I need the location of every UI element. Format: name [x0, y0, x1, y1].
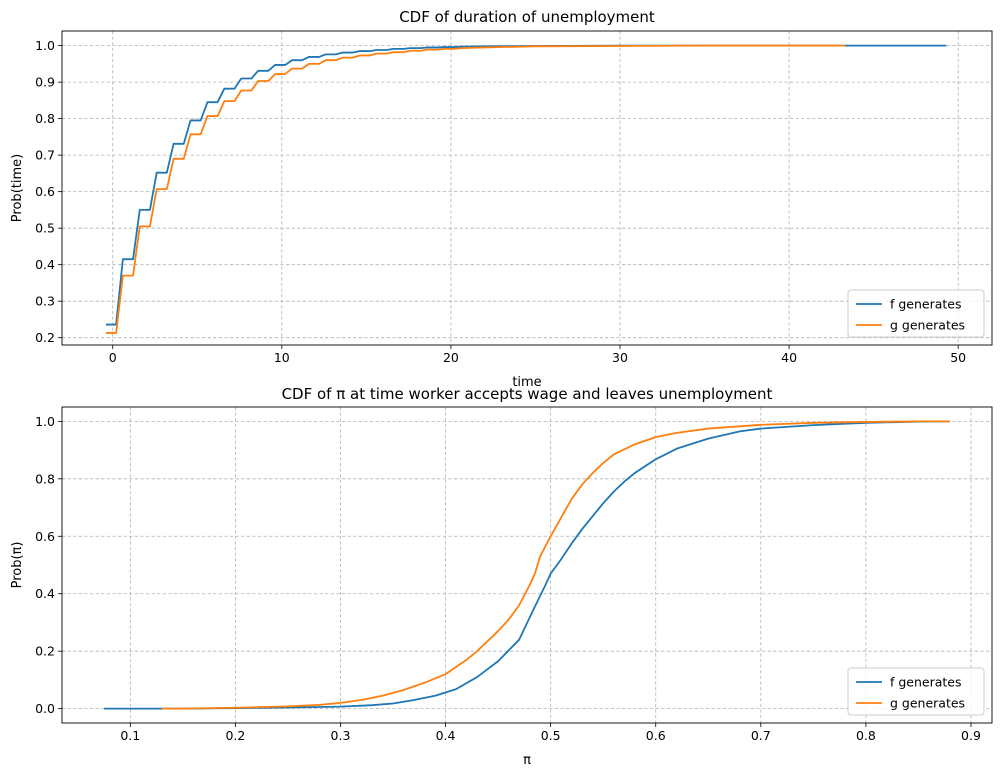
series-line-g — [161, 420, 950, 710]
y-tick-label: 0.3 — [35, 294, 55, 309]
x-tick-label: 0.2 — [225, 728, 245, 743]
x-tick-label: 0.3 — [331, 728, 351, 743]
y-tick-label: 0.4 — [35, 257, 55, 272]
legend-label: f generates — [890, 675, 962, 690]
y-tick-label: 0.9 — [35, 75, 55, 90]
chart-title: CDF of duration of unemployment — [399, 8, 655, 26]
x-tick-label: 0.6 — [646, 728, 666, 743]
x-tick-label: 0.7 — [751, 728, 771, 743]
x-tick-label: 20 — [443, 350, 459, 365]
series-line-g — [105, 44, 845, 334]
x-tick-label: 0.1 — [120, 728, 140, 743]
axes-frame — [61, 406, 993, 724]
y-tick-label: 0.5 — [35, 221, 55, 236]
y-tick-label: 0.4 — [35, 586, 55, 601]
legend: f generates g generates — [847, 667, 985, 716]
y-tick-label: 0.6 — [35, 184, 55, 199]
legend-label: g generates — [890, 696, 965, 711]
series-line-f — [105, 44, 947, 326]
y-tick-label: 0.8 — [35, 471, 55, 486]
chart-duration-cdf: CDF of duration of unemployment time Pro… — [10, 8, 993, 390]
y-tick-label: 1.0 — [35, 414, 55, 429]
x-tick-label: 30 — [612, 350, 628, 365]
x-tick-label: 0.8 — [856, 728, 876, 743]
y-axis-label: Prob(time) — [10, 154, 25, 222]
x-tick-label: 0.4 — [436, 728, 456, 743]
chart-title: CDF of π at time worker accepts wage and… — [282, 385, 773, 403]
y-tick-label: 0.2 — [35, 644, 55, 659]
x-tick-label: 0 — [109, 350, 117, 365]
legend-label: g generates — [890, 318, 965, 333]
y-axis-label: Prob(π) — [10, 542, 25, 589]
x-tick-label: 10 — [274, 350, 290, 365]
x-axis-label: π — [523, 753, 531, 768]
legend: f generates g generates — [847, 289, 985, 338]
y-tick-label: 1.0 — [35, 38, 55, 53]
series-line-f — [104, 420, 950, 710]
x-tick-label: 50 — [950, 350, 966, 365]
axes-frame — [61, 30, 993, 346]
x-tick-label: 40 — [781, 350, 797, 365]
legend-label: f generates — [890, 297, 962, 312]
y-tick-label: 0.6 — [35, 529, 55, 544]
y-tick-label: 0.0 — [35, 701, 55, 716]
y-tick-label: 0.8 — [35, 111, 55, 126]
y-tick-label: 0.7 — [35, 148, 55, 163]
chart-pi-cdf: CDF of π at time worker accepts wage and… — [10, 385, 993, 768]
x-axis-label: time — [512, 375, 541, 390]
y-tick-label: 0.2 — [35, 330, 55, 345]
x-tick-label: 0.5 — [541, 728, 561, 743]
x-tick-label: 0.9 — [961, 728, 981, 743]
